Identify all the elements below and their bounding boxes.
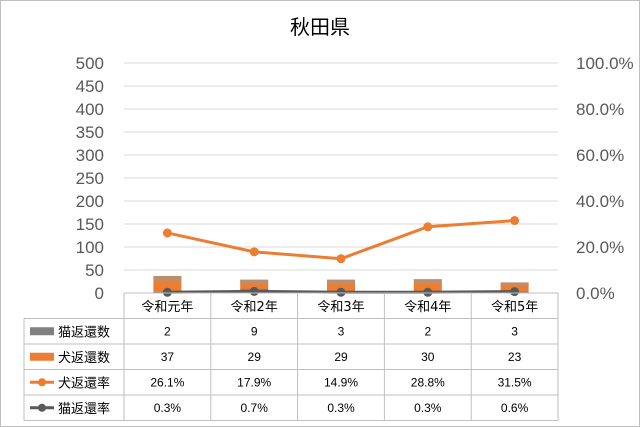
line-point: [336, 254, 346, 264]
right-axis-tick-label: 40.0%: [576, 192, 624, 211]
left-axis: 0 50 100 150 200 250 300 350 400 450 500: [76, 54, 104, 303]
category-label: 令和元年: [141, 300, 193, 315]
right-axis-tick-label: 0.0%: [576, 284, 615, 303]
data-label: 14.9%: [324, 375, 358, 389]
left-axis-tick-label: 0: [95, 284, 104, 303]
left-axis-tick-label: 450: [76, 77, 104, 96]
data-label: 0.3%: [154, 401, 182, 415]
category-label: 令和2年: [231, 300, 278, 315]
data-label: 0.3%: [327, 401, 355, 415]
line-point: [510, 287, 520, 297]
right-axis-tick-label: 60.0%: [576, 146, 624, 165]
left-axis-tick-label: 250: [76, 169, 104, 188]
lines: [162, 216, 520, 297]
data-label: 31.5%: [498, 375, 532, 389]
data-label: 30: [421, 350, 435, 364]
left-axis-tick-label: 150: [76, 215, 104, 234]
left-axis-tick-label: 300: [76, 146, 104, 165]
bar-highlight: [153, 275, 182, 282]
data-label: 9: [251, 324, 258, 338]
right-axis-tick-label: 20.0%: [576, 238, 624, 257]
left-axis-tick-label: 350: [76, 123, 104, 142]
line-point: [162, 228, 172, 238]
category-label: 令和5年: [491, 300, 538, 315]
category-label: 令和3年: [317, 300, 364, 315]
data-label: 29: [334, 350, 348, 364]
data-label: 0.6%: [501, 401, 529, 415]
data-label: 0.3%: [414, 401, 442, 415]
legend-swatch: [30, 352, 54, 361]
line-point: [162, 287, 172, 297]
line-point: [423, 222, 433, 232]
line-point: [423, 287, 433, 297]
data-label: 3: [338, 324, 345, 338]
data-label: 0.7%: [241, 401, 269, 415]
data-label: 26.1%: [150, 375, 184, 389]
line-point: [510, 216, 520, 226]
left-axis-tick-label: 50: [85, 261, 104, 280]
data-label: 37: [161, 350, 175, 364]
right-axis-tick-label: 80.0%: [576, 100, 624, 119]
right-axis: 0.0% 20.0% 40.0% 60.0% 80.0% 100.0%: [576, 54, 634, 303]
bar-highlight: [240, 279, 269, 285]
right-axis-tick-label: 100.0%: [576, 54, 634, 73]
bar-highlight: [413, 279, 442, 285]
left-axis-tick-label: 400: [76, 100, 104, 119]
legend-swatch: [30, 327, 54, 336]
data-label: 29: [248, 350, 262, 364]
legend-label: 猫返還数: [58, 325, 110, 340]
line-point: [249, 286, 259, 296]
legend-label: 犬返還率: [58, 375, 110, 391]
legend-label: 猫返還率: [58, 401, 110, 417]
legend-swatch: [38, 403, 46, 412]
left-axis-tick-label: 100: [76, 238, 104, 257]
bar-highlight: [327, 279, 355, 285]
gridlines: [124, 62, 558, 271]
legend-swatch: [38, 378, 46, 387]
left-axis-tick-label: 200: [76, 192, 104, 211]
data-label: 23: [508, 350, 522, 364]
data-label: 28.8%: [411, 375, 445, 389]
data-label: 3: [511, 324, 518, 338]
legend-label: 犬返還数: [58, 351, 110, 366]
category-label: 令和4年: [404, 300, 451, 315]
line-point: [336, 287, 346, 297]
data-label: 17.9%: [237, 375, 271, 389]
line-point: [249, 247, 259, 257]
data-label: 2: [164, 324, 171, 338]
left-axis-tick-label: 500: [76, 54, 104, 73]
bar-highlight: [500, 282, 529, 287]
chart-title: 秋田県: [290, 15, 350, 39]
data-label: 2: [424, 324, 431, 338]
